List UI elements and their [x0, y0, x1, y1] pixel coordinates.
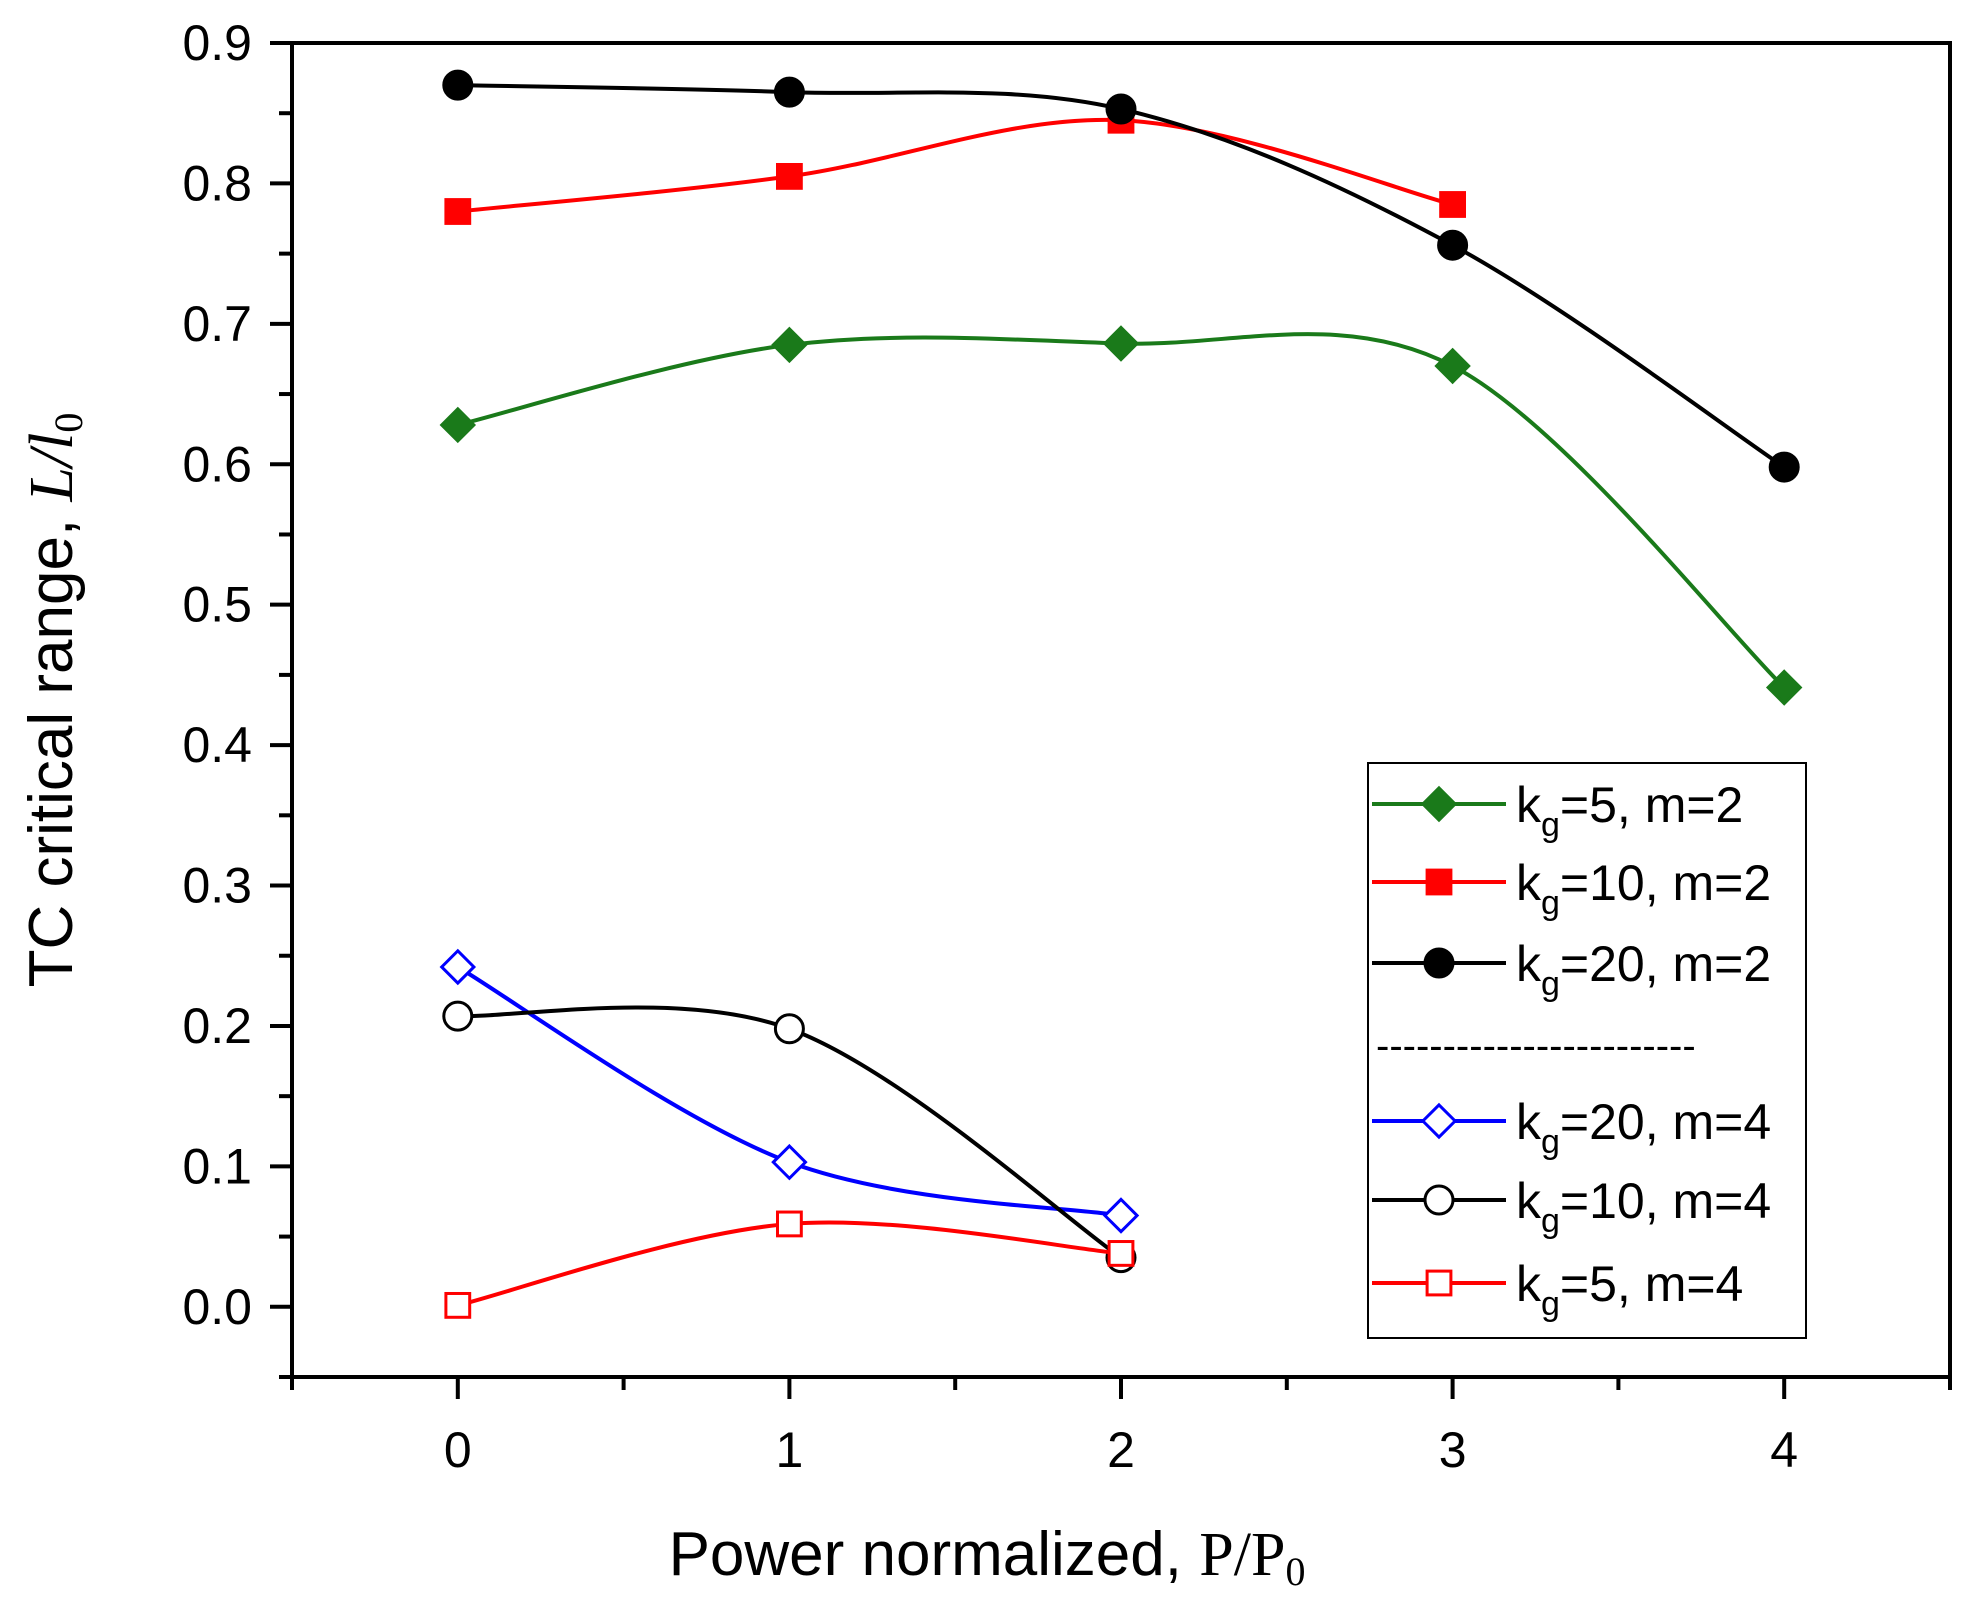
- x-tick-label: 2: [1107, 1422, 1135, 1478]
- y-tick-label: 0.6: [182, 436, 252, 492]
- legend-label: kg=10, m=4: [1516, 1173, 1771, 1240]
- series-6: [444, 1210, 1135, 1319]
- y-tick-label: 0.8: [182, 155, 252, 211]
- data-point: [776, 163, 803, 190]
- data-point: [1107, 1240, 1135, 1267]
- data-point: [1434, 347, 1471, 385]
- legend-label: kg=5, m=4: [1516, 1256, 1743, 1323]
- legend-item: kg=10, m=2: [1372, 855, 1771, 922]
- y-tick-label: 0.0: [182, 1279, 252, 1335]
- data-point: [773, 76, 805, 108]
- series-2: [444, 106, 1466, 225]
- data-point: [1105, 93, 1137, 125]
- series-layer: [439, 69, 1803, 1319]
- y-axis-label: TC critical range, L/l0: [17, 413, 91, 988]
- x-axis-label: Power normalized, P/P0: [669, 1520, 1306, 1594]
- series-4: [439, 948, 1140, 1234]
- legend-item: kg=10, m=4: [1372, 1173, 1771, 1240]
- y-tick-label: 0.1: [182, 1138, 252, 1194]
- x-tick-label: 0: [444, 1422, 472, 1478]
- data-point: [442, 1000, 474, 1032]
- data-point: [1102, 1197, 1140, 1234]
- data-point: [1437, 229, 1469, 261]
- data-point: [1439, 191, 1466, 218]
- data-point: [1102, 325, 1140, 362]
- data-point: [444, 198, 472, 225]
- legend-label: kg=20, m=2: [1516, 936, 1771, 1003]
- data-point: [444, 1291, 472, 1319]
- legend-marker: [1420, 785, 1458, 823]
- data-point: [439, 948, 477, 986]
- legend-box: [1367, 762, 1807, 1339]
- y-tick-label: 0.4: [182, 717, 252, 773]
- series-line: [457, 332, 1786, 689]
- series-line: [457, 83, 1786, 469]
- y-tick-label: 0.2: [182, 998, 252, 1054]
- legend-item: kg=20, m=4: [1372, 1094, 1771, 1161]
- legend-label: kg=5, m=2: [1516, 777, 1743, 844]
- y-tick-label: 0.9: [182, 15, 252, 71]
- y-tick-label: 0.5: [182, 577, 252, 633]
- legend-marker: [1425, 868, 1453, 896]
- y-tick-label: 0.7: [182, 296, 252, 352]
- x-tick-label: 3: [1439, 1422, 1467, 1478]
- data-point: [439, 406, 477, 444]
- x-tick-label: 1: [775, 1422, 803, 1478]
- axes: 0 1 2 3 4 0.0 0.1 0.2 0.3 0.4 0.5 0.6 0.7 0.8 0.9: [182, 15, 1952, 1478]
- legend-label: kg=10, m=2: [1516, 855, 1771, 922]
- legend-marker: [1423, 1184, 1455, 1216]
- legend-item: kg=5, m=4: [1372, 1256, 1743, 1323]
- series-line: [457, 117, 1454, 214]
- legend-marker: [1425, 1269, 1453, 1297]
- y-tick-label: 0.3: [182, 858, 252, 914]
- legend-marker: [1420, 1102, 1458, 1140]
- legend: kg=5, m=2 kg=10, m=2 kg=20, m=2 -----------…: [1367, 762, 1807, 1339]
- series-1: [439, 325, 1803, 706]
- data-point: [771, 1143, 808, 1181]
- legend-label: kg=20, m=4: [1516, 1094, 1771, 1161]
- series-3: [442, 69, 1800, 483]
- legend-item: kg=5, m=2: [1372, 777, 1743, 844]
- legend-separator: ------------------------: [1376, 1024, 1696, 1068]
- x-tick-label: 4: [1770, 1422, 1798, 1478]
- data-point: [773, 1013, 805, 1045]
- legend-item: kg=20, m=2: [1372, 936, 1771, 1003]
- data-point: [1768, 451, 1800, 483]
- legend-marker: [1423, 947, 1455, 979]
- data-point: [776, 1210, 803, 1238]
- data-point: [771, 326, 808, 364]
- data-point: [1765, 669, 1803, 706]
- axis-labels: Power normalized, P/P0 TC critical range…: [17, 413, 1305, 1594]
- data-point: [442, 69, 474, 101]
